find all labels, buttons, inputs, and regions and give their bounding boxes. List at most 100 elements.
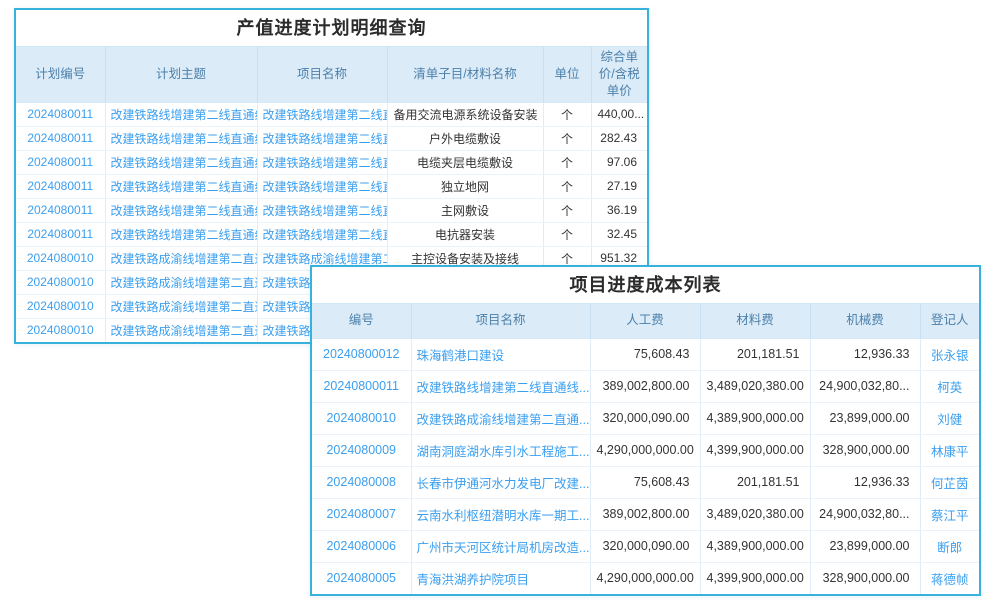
- cell: 个: [543, 126, 592, 151]
- link-cell[interactable]: 广州市天河区统计局机房改造...: [411, 530, 591, 563]
- link-cell[interactable]: 改建铁路线增建第二线直通线: [257, 198, 388, 223]
- cell: 3,489,020,380.00: [700, 370, 811, 403]
- table-row: 2024080011改建铁路线增建第二线直通线改建铁路线增建第二线直通线主网敷设…: [16, 198, 647, 223]
- cell: 独立地网: [387, 174, 544, 199]
- link-cell[interactable]: 改建铁路线增建第二线直通线...: [411, 370, 591, 403]
- link-cell[interactable]: 2024080010: [16, 270, 106, 295]
- table-row: 2024080008 长春市伊通河水力发电厂改建... 75,608.43 201,1…: [312, 466, 979, 499]
- link-cell[interactable]: 改建铁路线增建第二线直通线: [105, 222, 258, 247]
- cell: 320,000,090.00: [590, 402, 701, 435]
- column-header: 项目名称: [411, 304, 591, 339]
- table-row: 2024080011改建铁路线增建第二线直通线改建铁路线增建第二线直通线电缆夹层…: [16, 150, 647, 175]
- link-cell[interactable]: 2024080008: [312, 466, 412, 499]
- cell: 23,899,000.00: [810, 402, 921, 435]
- link-cell[interactable]: 20240800011: [312, 370, 412, 403]
- link-cell[interactable]: 2024080007: [312, 498, 412, 531]
- cell: 32.45: [591, 222, 647, 247]
- link-cell[interactable]: 青海洪湖养护院项目: [411, 562, 591, 594]
- cell: 282.43: [591, 126, 647, 151]
- cell: 36.19: [591, 198, 647, 223]
- column-header: 项目名称: [257, 47, 388, 103]
- cell: 个: [543, 102, 592, 127]
- link-cell[interactable]: 改建铁路线增建第二线直通线: [257, 102, 388, 127]
- link-cell[interactable]: 张永银: [920, 338, 979, 371]
- column-header: 编号: [312, 304, 412, 339]
- link-cell[interactable]: 改建铁路线增建第二线直通线: [257, 126, 388, 151]
- link-cell[interactable]: 蔡江平: [920, 498, 979, 531]
- link-cell[interactable]: 改建铁路线增建第二线直通线: [105, 126, 258, 151]
- cell: 电抗器安装: [387, 222, 544, 247]
- cell: 4,290,000,000.00: [590, 434, 701, 467]
- link-cell[interactable]: 2024080011: [16, 126, 106, 151]
- cell: 4,290,000,000.00: [590, 562, 701, 594]
- table-row: 20240800011 改建铁路线增建第二线直通线... 389,002,800.0…: [312, 370, 979, 403]
- cell: 电缆夹层电缆敷设: [387, 150, 544, 175]
- link-cell[interactable]: 柯英: [920, 370, 979, 403]
- cell: 个: [543, 198, 592, 223]
- link-cell[interactable]: 20240800012: [312, 338, 412, 371]
- table-row: 2024080006 广州市天河区统计局机房改造... 320,000,090.00…: [312, 530, 979, 563]
- link-cell[interactable]: 林康平: [920, 434, 979, 467]
- column-header: 计划编号: [16, 47, 106, 103]
- table-row: 2024080011改建铁路线增建第二线直通线改建铁路线增建第二线直通线独立地网…: [16, 174, 647, 199]
- cell: 97.06: [591, 150, 647, 175]
- link-cell[interactable]: 长春市伊通河水力发电厂改建...: [411, 466, 591, 499]
- link-cell[interactable]: 云南水利枢纽潜明水库一期工...: [411, 498, 591, 531]
- cell: 24,900,032,80...: [810, 498, 921, 531]
- link-cell[interactable]: 珠海鹤港口建设: [411, 338, 591, 371]
- link-cell[interactable]: 改建铁路线增建第二线直通线: [105, 102, 258, 127]
- table-row: 2024080011改建铁路线增建第二线直通线改建铁路线增建第二线直通线户外电缆…: [16, 126, 647, 151]
- cell: 27.19: [591, 174, 647, 199]
- cell: 主网敷设: [387, 198, 544, 223]
- link-cell[interactable]: 改建铁路线增建第二线直通线: [105, 150, 258, 175]
- link-cell[interactable]: 2024080006: [312, 530, 412, 563]
- cell: 备用交流电源系统设备安装: [387, 102, 544, 127]
- link-cell[interactable]: 改建铁路线增建第二线直通线: [105, 174, 258, 199]
- link-cell[interactable]: 2024080009: [312, 434, 412, 467]
- link-cell[interactable]: 改建铁路线增建第二线直通线: [257, 150, 388, 175]
- cell: 75,608.43: [590, 466, 701, 499]
- link-cell[interactable]: 改建铁路成渝线增建第二直通线: [105, 294, 258, 319]
- cell: 328,900,000.00: [810, 434, 921, 467]
- link-cell[interactable]: 改建铁路线增建第二线直通线: [257, 174, 388, 199]
- table-row: 2024080007 云南水利枢纽潜明水库一期工... 389,002,800.00…: [312, 498, 979, 531]
- link-cell[interactable]: 2024080011: [16, 102, 106, 127]
- link-cell[interactable]: 2024080010: [16, 246, 106, 271]
- link-cell[interactable]: 2024080005: [312, 562, 412, 594]
- cell: 389,002,800.00: [590, 370, 701, 403]
- link-cell[interactable]: 湖南洞庭湖水库引水工程施工...: [411, 434, 591, 467]
- link-cell[interactable]: 2024080011: [16, 150, 106, 175]
- link-cell[interactable]: 蒋德帧: [930, 572, 969, 587]
- cell: 3,489,020,380.00: [700, 498, 811, 531]
- link-cell[interactable]: 改建铁路线增建第二线直通线: [257, 222, 388, 247]
- link-cell[interactable]: 2024080010: [16, 318, 106, 343]
- column-header: 人工费: [590, 304, 701, 339]
- link-cell[interactable]: 改建铁路成渝线增建第二直通线: [105, 246, 258, 271]
- link-cell[interactable]: 改建铁路成渝线增建第二直通...: [411, 402, 591, 435]
- panel-plan-detail: 产值进度计划明细查询 计划编号 计划主题 项目名称 清单子目/材料名称 单位 综合单价/含…: [14, 8, 649, 345]
- cell: 12,936.33: [810, 338, 921, 371]
- table-row: 20240800012 珠海鹤港口建设 75,608.43 201,181.51 12,…: [312, 338, 979, 371]
- cell: 12,936.33: [810, 466, 921, 499]
- link-cell[interactable]: 2024080011: [16, 222, 106, 247]
- link-cell[interactable]: 何芷茵: [920, 466, 979, 499]
- column-header: 计划主题: [105, 47, 258, 103]
- link-cell[interactable]: 2024080011: [16, 174, 106, 199]
- cell: 户外电缆敷设: [387, 126, 544, 151]
- link-cell[interactable]: 改建铁路成渝线增建第二直通线: [105, 270, 258, 295]
- link-cell[interactable]: 2024080010: [16, 294, 106, 319]
- table-row: 2024080010改建铁路成渝线增建第二直通线改建铁路成渝线增建第二直通线主控…: [16, 246, 647, 271]
- link-cell[interactable]: 断郎: [920, 530, 979, 563]
- table-row: 2024080009 湖南洞庭湖水库引水工程施工... 4,290,000,000.…: [312, 434, 979, 467]
- link-cell[interactable]: 改建铁路线增建第二线直通线: [105, 198, 258, 223]
- link-cell[interactable]: 改建铁路成渝线增建第二直通线: [105, 318, 258, 343]
- panel-cost-list: 项目进度成本列表 编号 项目名称 人工费 材料费 机械费 登记人 20240800012 珠…: [310, 265, 981, 596]
- link-cell[interactable]: 刘健: [920, 402, 979, 435]
- cell: 主控设备安装及接线: [387, 246, 544, 271]
- cost-list-table: 编号 项目名称 人工费 材料费 机械费 登记人 20240800012 珠海鹤港口建设 75,…: [312, 304, 979, 594]
- plan-detail-table: 计划编号 计划主题 项目名称 清单子目/材料名称 单位 综合单价/含税单价 2024080…: [16, 47, 647, 343]
- cell: 个: [543, 174, 592, 199]
- column-header: 综合单价/含税单价: [591, 47, 647, 103]
- link-cell[interactable]: 2024080011: [16, 198, 106, 223]
- link-cell[interactable]: 2024080010: [312, 402, 412, 435]
